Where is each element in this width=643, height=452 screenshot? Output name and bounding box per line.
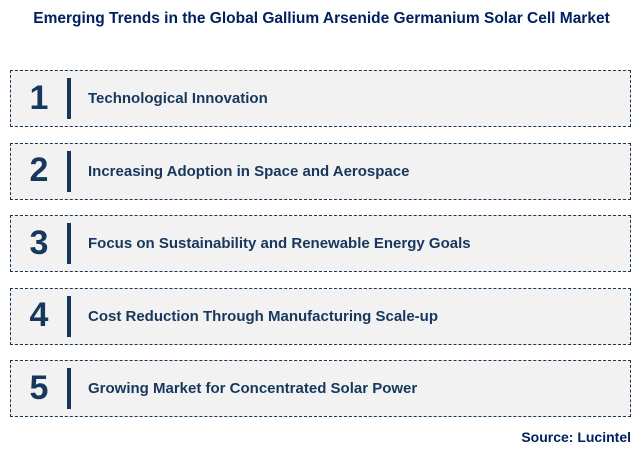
number-divider bbox=[67, 295, 71, 337]
trend-label: Growing Market for Concentrated Solar Po… bbox=[88, 380, 418, 397]
trend-item-1: 1 Technological Innovation bbox=[10, 70, 631, 127]
trend-item-2: 2 Increasing Adoption in Space and Aeros… bbox=[10, 142, 631, 200]
trend-number: 5 bbox=[29, 368, 49, 407]
number-divider bbox=[67, 223, 71, 264]
source-attribution: Source: Lucintel bbox=[521, 429, 631, 445]
trend-label: Technological Innovation bbox=[88, 90, 268, 107]
trend-item-3: 3 Focus on Sustainability and Renewable … bbox=[10, 215, 631, 272]
trend-list: 1 Technological Innovation 2 Increasing … bbox=[10, 70, 631, 417]
trend-label: Focus on Sustainability and Renewable En… bbox=[88, 235, 471, 252]
page-title: Emerging Trends in the Global Gallium Ar… bbox=[33, 10, 610, 27]
number-divider bbox=[67, 368, 71, 409]
trend-item-5: 5 Growing Market for Concentrated Solar … bbox=[10, 360, 631, 417]
trend-number: 2 bbox=[29, 151, 49, 189]
trend-number: 3 bbox=[29, 223, 49, 262]
trend-label: Cost Reduction Through Manufacturing Sca… bbox=[88, 307, 438, 325]
number-divider bbox=[67, 78, 71, 119]
trend-number: 4 bbox=[29, 296, 49, 334]
trend-label: Increasing Adoption in Space and Aerospa… bbox=[88, 162, 410, 180]
trend-item-4: 4 Cost Reduction Through Manufacturing S… bbox=[10, 287, 631, 345]
trend-number: 1 bbox=[29, 78, 49, 117]
number-divider bbox=[67, 150, 71, 192]
